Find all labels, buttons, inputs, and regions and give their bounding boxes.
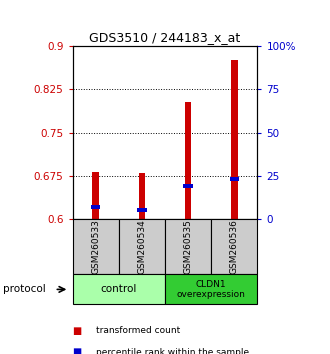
Text: GSM260535: GSM260535 xyxy=(183,219,193,274)
Bar xyxy=(119,219,165,274)
Bar xyxy=(183,184,193,188)
Text: GSM260533: GSM260533 xyxy=(91,219,100,274)
Bar xyxy=(139,173,145,219)
Bar xyxy=(92,172,99,219)
Text: protocol: protocol xyxy=(3,284,46,295)
Text: GDS3510 / 244183_x_at: GDS3510 / 244183_x_at xyxy=(89,31,241,44)
Text: ■: ■ xyxy=(73,326,82,336)
Text: ■: ■ xyxy=(73,347,82,354)
Bar xyxy=(137,208,147,212)
Bar xyxy=(73,274,165,304)
Bar xyxy=(230,177,239,181)
Text: transformed count: transformed count xyxy=(96,326,180,336)
Bar xyxy=(165,274,257,304)
Bar xyxy=(165,219,211,274)
Text: CLDN1
overexpression: CLDN1 overexpression xyxy=(177,280,246,299)
Text: GSM260536: GSM260536 xyxy=(230,219,239,274)
Text: percentile rank within the sample: percentile rank within the sample xyxy=(96,348,249,354)
Text: control: control xyxy=(101,284,137,295)
Bar xyxy=(73,219,119,274)
Bar xyxy=(231,60,238,219)
Bar xyxy=(185,102,191,219)
Bar xyxy=(91,205,100,209)
Text: GSM260534: GSM260534 xyxy=(137,219,147,274)
Bar xyxy=(211,219,257,274)
